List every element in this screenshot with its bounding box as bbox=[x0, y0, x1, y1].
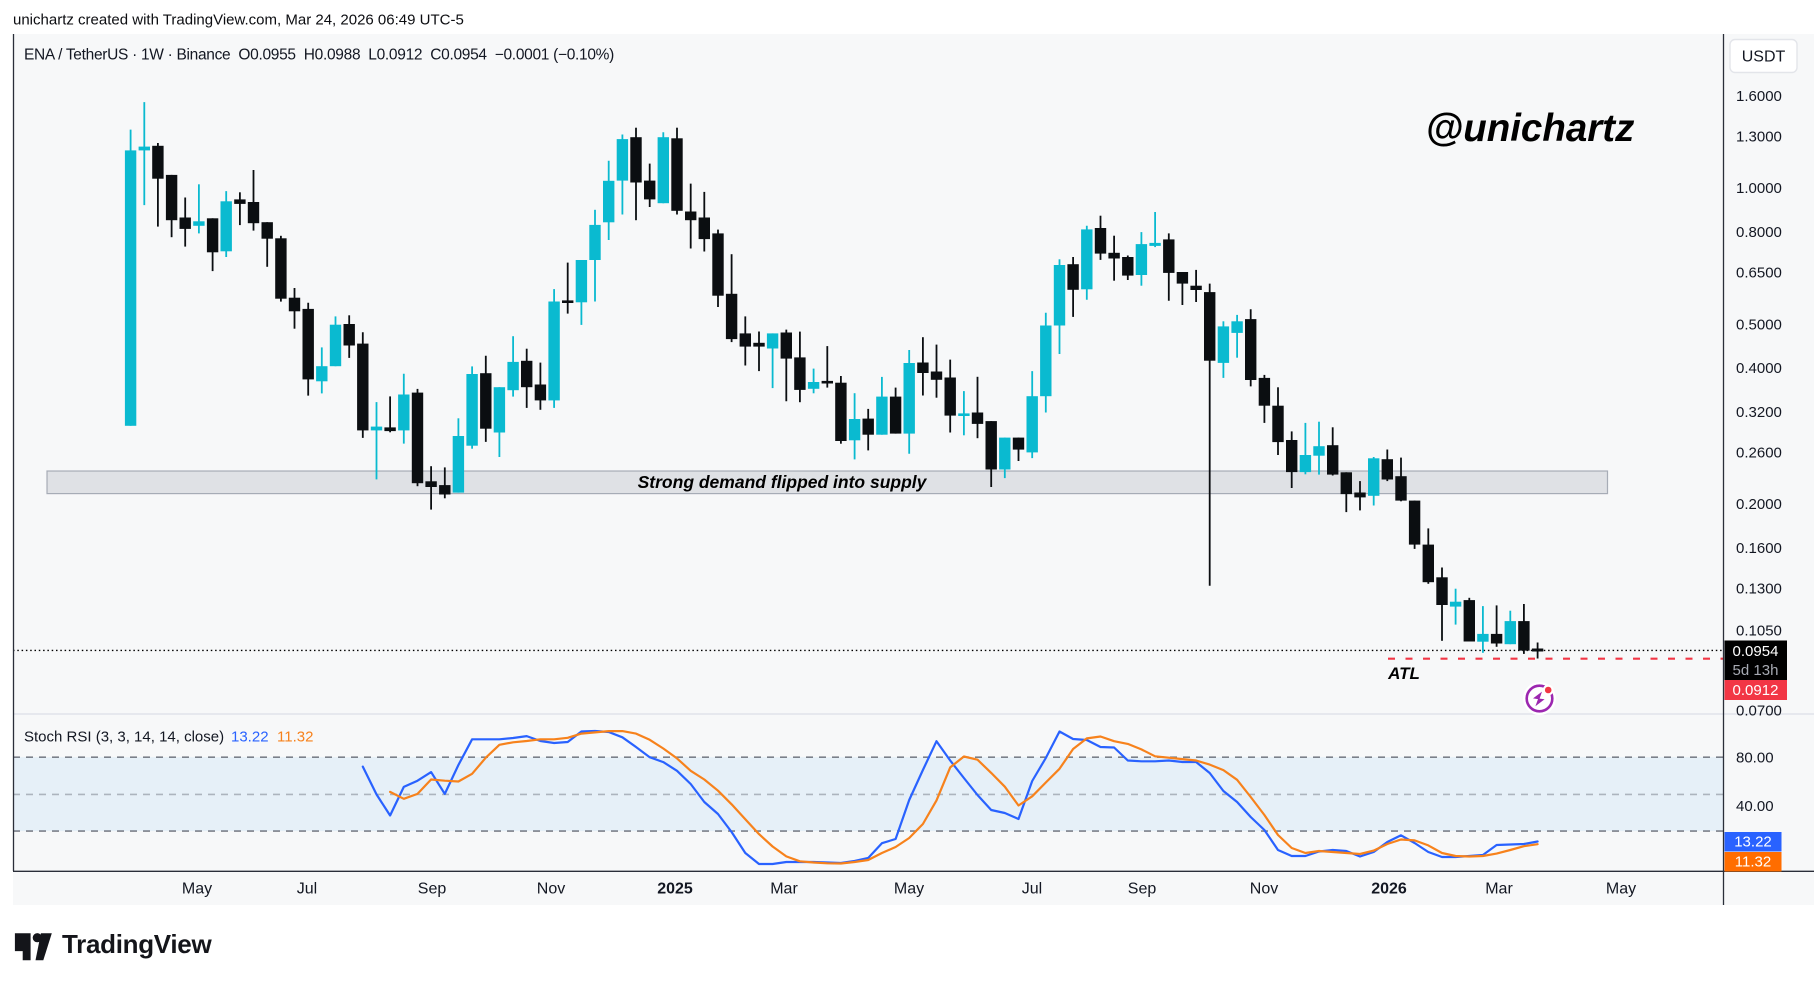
svg-text:unichartz created with Trading: unichartz created with TradingView.com, … bbox=[13, 12, 464, 29]
svg-text:0.5000: 0.5000 bbox=[1736, 316, 1782, 333]
svg-text:0.1050: 0.1050 bbox=[1736, 623, 1782, 640]
svg-text:0.0700: 0.0700 bbox=[1736, 702, 1782, 719]
svg-text:2025: 2025 bbox=[657, 881, 693, 898]
svg-text:May: May bbox=[182, 881, 212, 898]
svg-text:0.4000: 0.4000 bbox=[1736, 360, 1782, 377]
svg-text:13.22: 13.22 bbox=[1734, 834, 1772, 851]
svg-text:1.3000: 1.3000 bbox=[1736, 129, 1782, 146]
svg-text:11.32: 11.32 bbox=[277, 729, 313, 746]
svg-text:0.1300: 0.1300 bbox=[1736, 581, 1782, 598]
svg-text:@unichartz: @unichartz bbox=[1426, 107, 1635, 150]
svg-text:1.0000: 1.0000 bbox=[1736, 180, 1782, 197]
svg-text:Nov: Nov bbox=[1250, 881, 1278, 898]
svg-text:0.3200: 0.3200 bbox=[1736, 404, 1782, 421]
svg-text:0.2600: 0.2600 bbox=[1736, 445, 1782, 462]
svg-text:11.32: 11.32 bbox=[1735, 854, 1771, 871]
svg-text:USDT: USDT bbox=[1742, 49, 1786, 66]
svg-text:Jul: Jul bbox=[297, 881, 317, 898]
svg-text:0.0912: 0.0912 bbox=[1733, 682, 1779, 699]
svg-text:Nov: Nov bbox=[537, 881, 565, 898]
svg-text:0.1600: 0.1600 bbox=[1736, 540, 1782, 557]
svg-text:ATL: ATL bbox=[1387, 664, 1420, 683]
svg-text:Stoch RSI (3, 3, 14, 14, close: Stoch RSI (3, 3, 14, 14, close) bbox=[24, 729, 224, 746]
svg-text:80.00: 80.00 bbox=[1736, 749, 1774, 766]
svg-text:May: May bbox=[894, 881, 924, 898]
svg-text:0.2000: 0.2000 bbox=[1736, 496, 1782, 513]
svg-text:Strong demand flipped into sup: Strong demand flipped into supply bbox=[638, 472, 928, 492]
svg-text:0.8000: 0.8000 bbox=[1736, 224, 1782, 241]
svg-text:5d 13h: 5d 13h bbox=[1733, 662, 1779, 679]
svg-text:Mar: Mar bbox=[770, 881, 798, 898]
svg-text:ENA / TetherUS · 1W · Binance: ENA / TetherUS · 1W · Binance O0.0955 H0… bbox=[24, 47, 614, 64]
svg-text:0.0954: 0.0954 bbox=[1733, 643, 1779, 660]
svg-text:TradingView: TradingView bbox=[62, 929, 212, 959]
svg-text:2026: 2026 bbox=[1371, 881, 1407, 898]
svg-text:0.6500: 0.6500 bbox=[1736, 265, 1782, 282]
svg-text:Mar: Mar bbox=[1485, 881, 1513, 898]
svg-text:Sep: Sep bbox=[1128, 881, 1157, 898]
svg-text:Sep: Sep bbox=[418, 881, 447, 898]
svg-text:1.6000: 1.6000 bbox=[1736, 88, 1782, 105]
svg-text:40.00: 40.00 bbox=[1736, 798, 1774, 815]
svg-text:May: May bbox=[1606, 881, 1636, 898]
svg-text:13.22: 13.22 bbox=[231, 729, 269, 746]
svg-text:Jul: Jul bbox=[1022, 881, 1042, 898]
